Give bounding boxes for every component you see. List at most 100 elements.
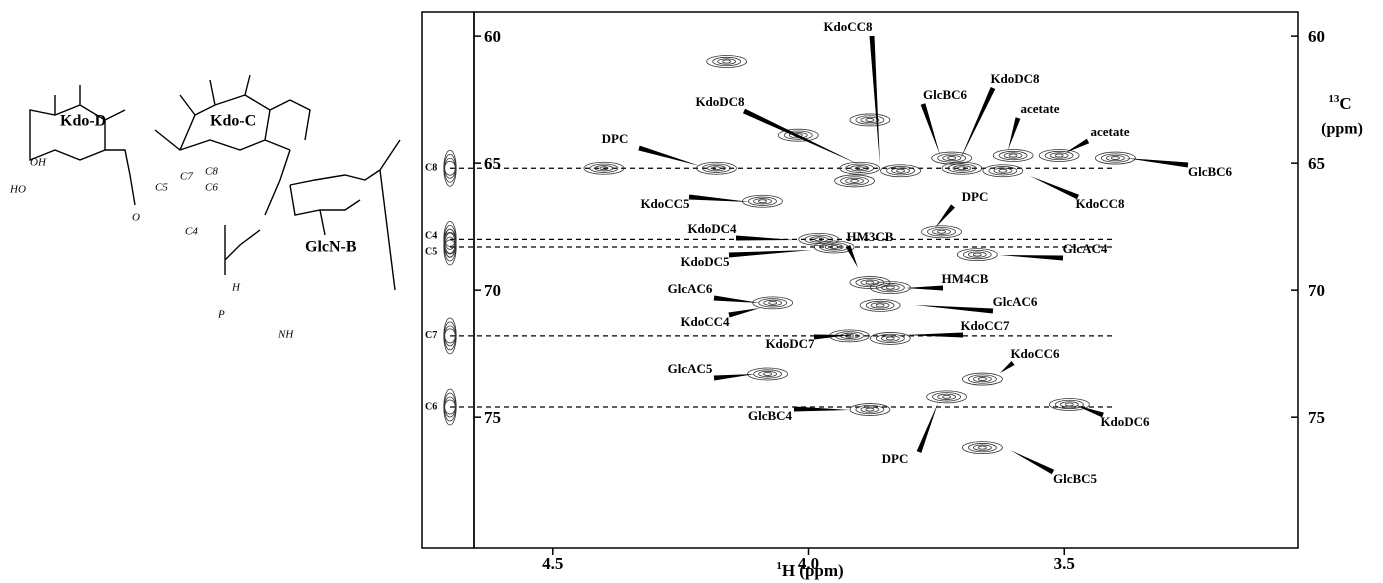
peak-contour: [943, 395, 951, 398]
annotation-arrow: [1030, 176, 1079, 199]
peak-contour: [886, 286, 894, 289]
annotation-arrow: [870, 36, 880, 165]
atom-label: C6: [205, 182, 218, 194]
strip-label: C8: [425, 163, 437, 174]
annotation: HM4CB: [942, 271, 989, 286]
mol-name: Kdo-C: [210, 113, 256, 130]
annotation-arrow: [638, 146, 700, 166]
annotation: KdoCC6: [1010, 346, 1060, 361]
y-label-text: C: [1339, 94, 1351, 113]
annotation: GlcAC6: [993, 294, 1038, 309]
y2-tick-label: 70: [1308, 281, 1325, 300]
plot-frame: [474, 12, 1298, 548]
annotation-arrow: [714, 296, 760, 303]
annotation: KdoCC8: [823, 19, 873, 34]
annotation-arrow: [917, 403, 938, 453]
strip-frame: [422, 12, 474, 548]
strip-label: C6: [425, 401, 437, 412]
peak-contour: [866, 408, 874, 411]
annotation: GlcBC4: [748, 408, 793, 423]
peak-contour: [978, 378, 986, 381]
group-label: NH: [277, 329, 294, 341]
annotation-arrow: [736, 236, 795, 241]
y-axis-unit: (ppm): [1321, 121, 1363, 138]
annotation-arrow: [935, 204, 955, 228]
annotation-arrow: [1008, 117, 1020, 150]
annotation-arrow: [1125, 158, 1188, 167]
y-tick-label: 60: [484, 27, 501, 46]
figure: Kdo-D Kdo-C GlcN-B C4 C5 C6 C7 C8 OH HO …: [0, 0, 1383, 583]
peak-contour: [897, 169, 905, 172]
strip-label: C4: [425, 231, 437, 242]
y2-tick-label: 75: [1308, 408, 1325, 427]
atom-label: C8: [205, 166, 218, 178]
group-label: O: [132, 212, 140, 224]
annotation: acetate: [1021, 101, 1060, 116]
annotation: KdoCC4: [680, 314, 730, 329]
peak-contour: [948, 157, 956, 160]
annotation-arrow: [921, 103, 940, 155]
peak-contour: [769, 301, 777, 304]
annotation-arrow: [905, 286, 943, 291]
peak-contour: [978, 446, 986, 449]
peak-contour: [866, 118, 874, 121]
annotation-arrow: [714, 374, 755, 380]
strip-label: C5: [425, 246, 437, 257]
annotation: KdoCC7: [960, 318, 1010, 333]
y2-tick-label: 60: [1308, 27, 1325, 46]
annotation: KdoCC8: [1075, 196, 1125, 211]
strip-label: C7: [425, 330, 437, 341]
annotation: acetate: [1091, 124, 1130, 139]
y-tick-label: 70: [484, 281, 501, 300]
y-tick-label: 75: [484, 408, 501, 427]
peak-contour: [1111, 157, 1119, 160]
peak-contour: [876, 304, 884, 307]
x-tick-label: 4.0: [798, 554, 819, 573]
annotation-arrow: [743, 109, 860, 165]
peak-contour: [723, 60, 731, 63]
annotation: DPC: [962, 189, 989, 204]
peak-contour: [999, 169, 1007, 172]
peak-contour: [866, 281, 874, 284]
annotation: KdoDC8: [695, 94, 745, 109]
annotation-arrow: [915, 305, 993, 313]
group-label: HO: [9, 184, 26, 196]
annotation-arrow: [846, 245, 858, 268]
atom-label: C5: [155, 182, 168, 194]
annotation: KdoDC6: [1100, 414, 1150, 429]
peak-contour: [1055, 154, 1063, 157]
annotation: GlcAC5: [668, 361, 713, 376]
y-label-sup: 13: [1328, 93, 1340, 105]
annotation: DPC: [882, 451, 909, 466]
annotation-arrow: [729, 250, 812, 257]
peak-contour: [886, 337, 894, 340]
annotation-arrow: [1000, 361, 1015, 373]
annotation: HM3CB: [847, 229, 894, 244]
peak-contour: [1065, 403, 1073, 406]
peak-contour: [973, 253, 981, 256]
atom-label: C4: [185, 226, 198, 238]
peak-contour: [764, 372, 772, 375]
annotation: GlcAC6: [668, 281, 713, 296]
annotation: GlcBC5: [1053, 471, 1098, 486]
peak-contour: [851, 179, 859, 182]
x-tick-label: 4.5: [542, 554, 563, 573]
y-tick-label: 65: [484, 154, 501, 173]
group-label: P: [217, 309, 225, 321]
mol-name: Kdo-D: [60, 113, 106, 130]
annotation-arrow: [905, 333, 963, 338]
annotation-arrow: [689, 195, 750, 202]
y-axis-label: 13C: [1328, 93, 1351, 113]
annotation: KdoCC5: [640, 196, 690, 211]
y2-tick-label: 65: [1308, 154, 1325, 173]
peak-contour: [1009, 154, 1017, 157]
annotation: GlcBC6: [923, 87, 968, 102]
annotation: KdoDC5: [680, 254, 730, 269]
annotation-arrow: [1000, 255, 1063, 260]
annotation-arrow: [1065, 139, 1089, 153]
annotation: GlcAC4: [1063, 241, 1108, 256]
annotation: DPC: [602, 131, 629, 146]
peak-contour: [937, 230, 945, 233]
group-label: OH: [30, 157, 47, 169]
atom-label: C7: [180, 171, 193, 183]
